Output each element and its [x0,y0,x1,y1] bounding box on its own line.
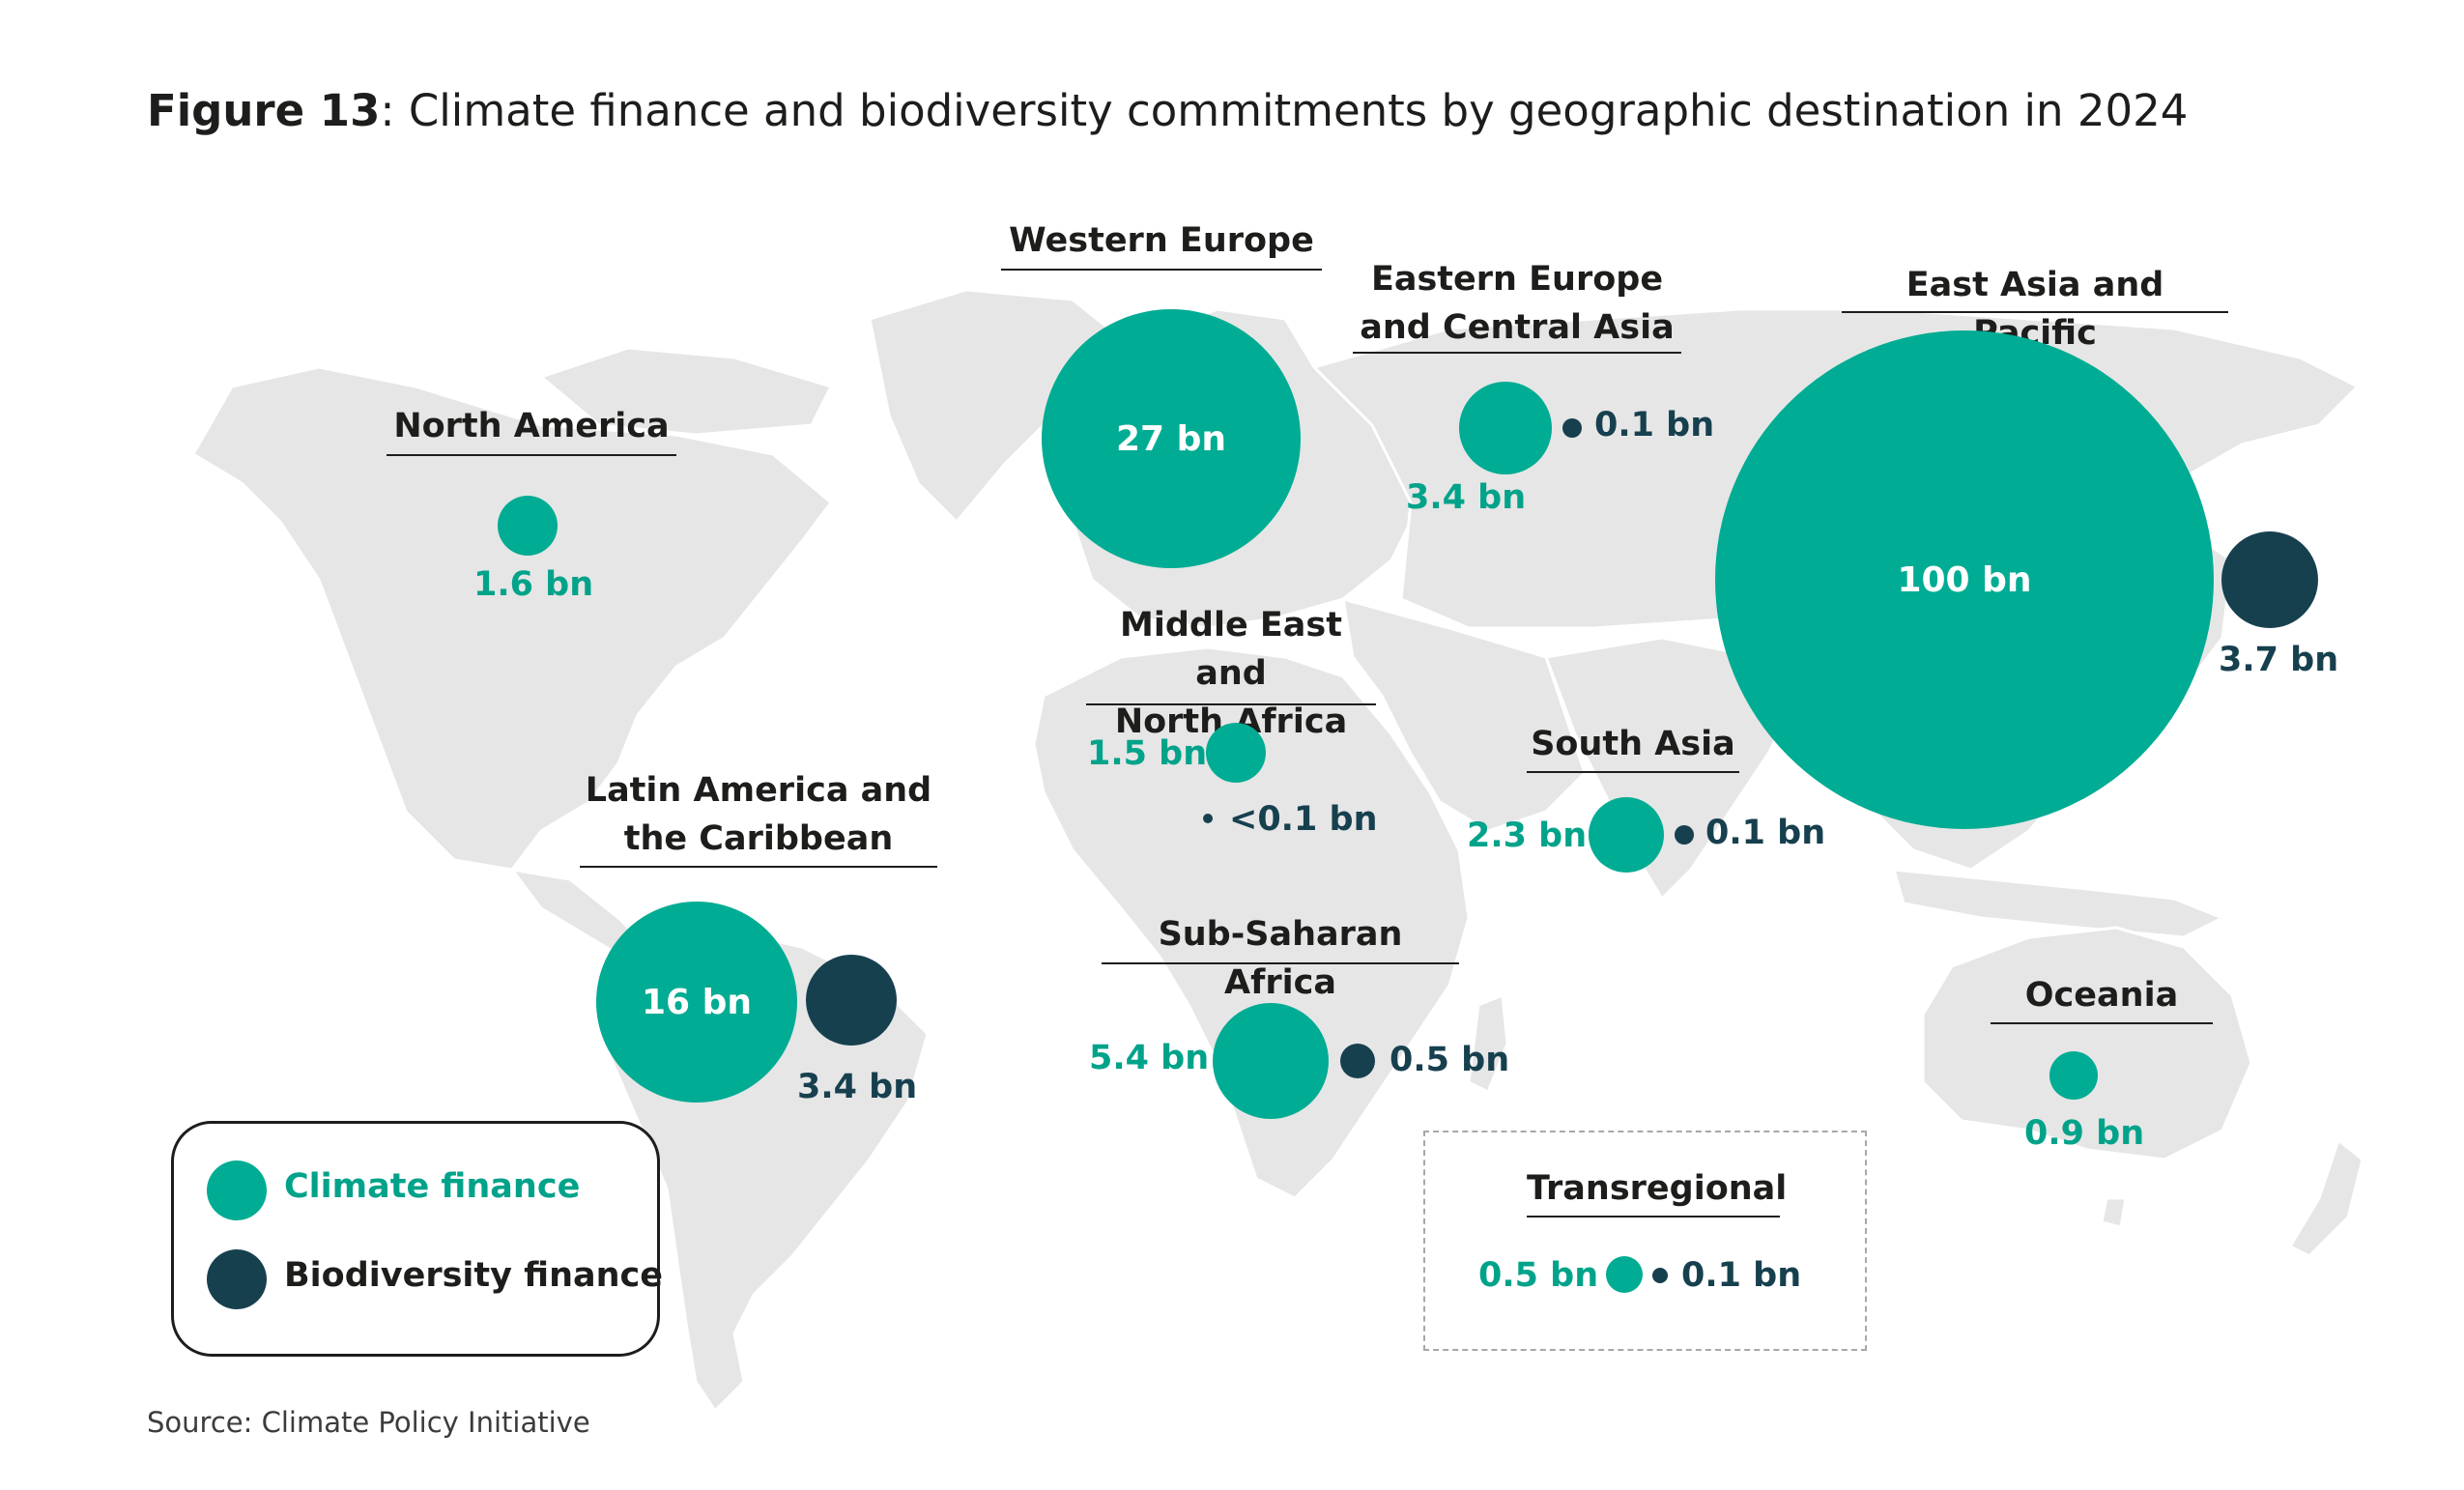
climate-value-east-asia: 100 bn [1897,559,2032,600]
biodiversity-bubble-transregional [1652,1268,1668,1283]
north-america-shape [191,365,833,872]
climate-bubble-south-asia [1589,797,1664,873]
climate-value-eastern-europe: 3.4 bn [1406,478,1527,517]
madagascar-shape [1467,993,1509,1094]
legend-swatch-climate [207,1160,267,1220]
region-underline [1842,311,2228,313]
middle-east-shape [1341,597,1587,833]
climate-value-latin-america: 16 bn [641,982,753,1022]
biodiversity-bubble-latin-america [806,955,897,1046]
source-note: Source: Climate Policy Initiative [147,1406,590,1439]
region-underline [387,454,676,456]
region-label-latin-america: Latin America and the Caribbean [580,766,937,863]
region-underline [580,866,937,868]
biodiversity-bubble-mena [1203,814,1213,823]
climate-bubble-sub-saharan [1213,1003,1329,1119]
figure-title: Figure 13: Climate finance and biodivers… [147,85,2188,136]
biodiversity-bubble-east-asia [2221,531,2318,628]
region-label-transregional: Transregional [1527,1169,1788,1208]
biodiversity-value-eastern-europe: 0.1 bn [1594,406,1715,444]
climate-bubble-transregional [1606,1256,1643,1293]
climate-bubble-north-america [498,496,558,556]
biodiversity-value-sub-saharan: 0.5 bn [1390,1041,1510,1079]
region-label-line: Latin America and [585,771,932,810]
biodiversity-value-south-asia: 0.1 bn [1705,814,1826,852]
greenland-shape [868,288,1123,524]
legend-label-biodiversity: Biodiversity finance [284,1256,664,1295]
region-underline [1102,962,1459,964]
climate-bubble-east-asia: 100 bn [1715,330,2214,829]
region-label-south-asia: South Asia [1531,725,1735,763]
tasmania-shape [2100,1196,2128,1229]
transregional-box [1423,1131,1867,1351]
climate-value-south-asia: 2.3 bn [1467,817,1588,855]
region-underline [1001,269,1322,271]
biodiversity-value-east-asia: 3.7 bn [2219,641,2339,679]
climate-bubble-western-europe: 27 bn [1042,309,1301,568]
new-zealand-shape [2288,1138,2364,1258]
climate-bubble-oceania [2049,1051,2098,1100]
biodiversity-value-mena: <0.1 bn [1229,800,1378,839]
legend: Climate finance Biodiversity finance [171,1121,664,1357]
biodiversity-bubble-eastern-europe [1562,418,1582,438]
region-label-oceania: Oceania [2024,976,2179,1015]
region-label-eastern-europe: Eastern Europe and Central Asia [1353,255,1681,352]
climate-value-sub-saharan: 5.4 bn [1089,1039,1210,1077]
figure-number: Figure 13 [147,85,381,136]
climate-value-western-europe: 27 bn [1115,418,1227,459]
climate-bubble-mena [1206,723,1266,783]
region-label-western-europe: Western Europe [1009,221,1314,260]
region-underline [1991,1022,2213,1024]
australia-shape [1921,926,2253,1161]
legend-label-climate: Climate finance [284,1167,581,1206]
indonesia-shape [1892,868,2224,939]
biodiversity-value-latin-america: 3.4 bn [797,1068,918,1106]
biodiversity-bubble-south-asia [1675,825,1694,845]
climate-value-transregional: 0.5 bn [1478,1256,1599,1295]
biodiversity-bubble-sub-saharan [1340,1044,1375,1078]
region-underline [1353,352,1681,354]
region-underline [1086,703,1376,705]
region-label-line: Middle East and [1120,606,1342,693]
climate-bubble-eastern-europe [1459,382,1552,474]
region-underline [1527,1216,1780,1218]
region-label-line: the Caribbean [623,819,894,858]
legend-swatch-biodiversity [207,1249,267,1309]
region-label-sub-saharan: Sub-Saharan Africa [1158,915,1403,1002]
figure-title-text: : Climate finance and biodiversity commi… [380,85,2189,136]
region-label-line: Eastern Europe [1370,260,1664,299]
climate-value-oceania: 0.9 bn [2024,1114,2145,1153]
climate-value-north-america: 1.6 bn [473,565,594,604]
arctic-islands-shape [539,346,833,437]
biodiversity-value-transregional: 0.1 bn [1681,1256,1802,1295]
climate-bubble-latin-america: 16 bn [596,902,797,1103]
climate-value-mena: 1.5 bn [1087,734,1208,773]
region-label-north-america: North America [393,407,670,445]
region-label-line: and Central Asia [1360,308,1675,347]
region-underline [1527,771,1739,773]
